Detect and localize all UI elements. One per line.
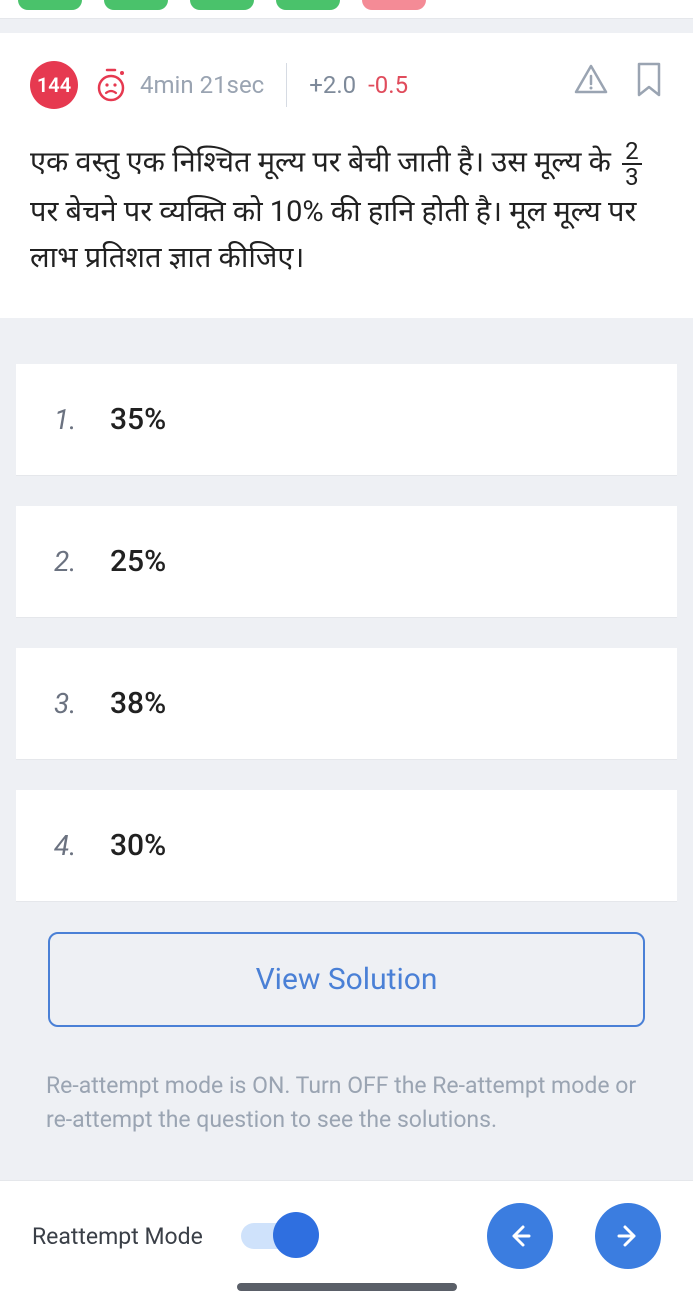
reattempt-hint-text: Re-attempt mode is ON. Turn OFF the Re-a… xyxy=(16,1027,677,1158)
progress-bubble xyxy=(190,0,254,10)
home-indicator xyxy=(237,1283,457,1291)
progress-bubble xyxy=(276,0,340,10)
option-number: 3. xyxy=(54,687,110,720)
view-solution-button[interactable]: View Solution xyxy=(48,932,645,1027)
reattempt-mode-label: Reattempt Mode xyxy=(32,1223,203,1250)
question-header: 144 4min 21sec +2.0 -0.5 xyxy=(0,33,693,129)
progress-bubble xyxy=(362,0,426,10)
option-value: 35% xyxy=(110,402,166,437)
toggle-knob xyxy=(273,1212,319,1258)
option-value: 30% xyxy=(110,828,166,863)
option-1[interactable]: 1. 35% xyxy=(16,364,677,476)
option-value: 25% xyxy=(110,544,166,579)
option-value: 38% xyxy=(110,686,166,721)
question-part1: एक वस्तु एक निश्चित मूल्य पर बेची जाती ह… xyxy=(30,146,618,180)
score-positive: +2.0 xyxy=(309,71,356,99)
timer-wrap: 4min 21sec xyxy=(94,68,264,102)
arrow-right-icon xyxy=(613,1221,643,1251)
question-number-badge: 144 xyxy=(30,61,78,109)
timer-text: 4min 21sec xyxy=(140,71,264,99)
bookmark-icon[interactable] xyxy=(635,61,663,103)
previous-button[interactable] xyxy=(487,1203,553,1269)
score-wrap: +2.0 -0.5 xyxy=(309,71,408,99)
divider xyxy=(286,63,287,107)
separator xyxy=(0,19,693,33)
fraction-denominator: 3 xyxy=(622,165,642,189)
bottom-bar: Reattempt Mode xyxy=(0,1180,693,1299)
top-progress-bubbles xyxy=(0,0,693,19)
option-3[interactable]: 3. 38% xyxy=(16,648,677,760)
question-part2: पर बेचने पर व्यक्ति को 10% की हानि होती … xyxy=(30,195,636,275)
arrow-left-icon xyxy=(505,1221,535,1251)
reattempt-toggle[interactable] xyxy=(241,1223,311,1249)
option-2[interactable]: 2. 25% xyxy=(16,506,677,618)
progress-bubble xyxy=(104,0,168,10)
options-container: 1. 35% 2. 25% 3. 38% 4. 30% View Solutio… xyxy=(0,318,693,1178)
option-number: 4. xyxy=(54,829,110,862)
option-number: 1. xyxy=(54,403,110,436)
warning-icon[interactable] xyxy=(573,62,609,102)
next-button[interactable] xyxy=(595,1203,661,1269)
question-text: एक वस्तु एक निश्चित मूल्य पर बेची जाती ह… xyxy=(0,129,693,318)
option-number: 2. xyxy=(54,545,110,578)
progress-bubble xyxy=(18,0,82,10)
fraction-numerator: 2 xyxy=(622,139,642,165)
option-4[interactable]: 4. 30% xyxy=(16,790,677,902)
score-negative: -0.5 xyxy=(368,71,408,99)
fraction: 23 xyxy=(622,139,642,189)
sad-timer-icon xyxy=(94,68,128,102)
